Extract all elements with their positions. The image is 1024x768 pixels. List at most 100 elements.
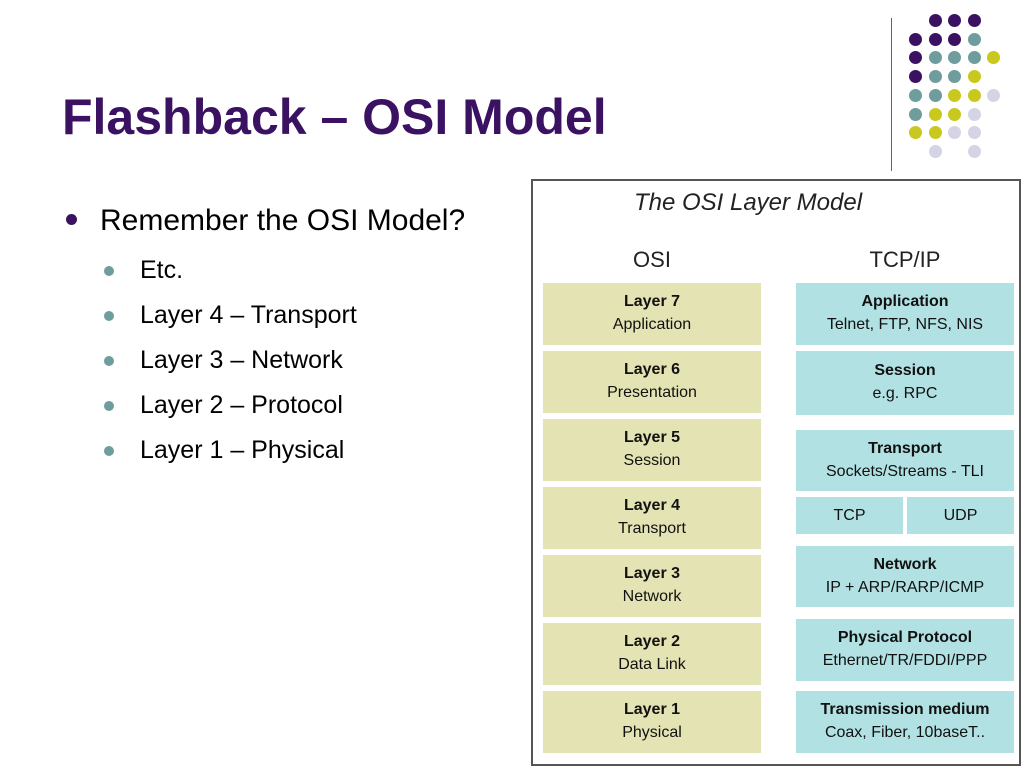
title-divider: [891, 18, 892, 171]
decorative-dot-icon: [967, 51, 981, 65]
decorative-dot-icon: [928, 14, 942, 27]
sub-bullet: Etc.: [62, 248, 502, 293]
decorative-dot-grid: [909, 14, 1009, 164]
decorative-dot-icon: [967, 107, 981, 121]
decorative-dot-icon: [909, 126, 922, 140]
sub-bullet-text: Layer 3 – Network: [140, 346, 343, 374]
osi-layer-7: Layer 7 Application: [543, 283, 761, 345]
osi-layer-5: Layer 5 Session: [543, 419, 761, 481]
decorative-dot-icon: [967, 88, 981, 102]
layer-desc: Network: [622, 588, 682, 605]
decorative-dot-icon: [967, 144, 981, 158]
layer-name: Layer 5: [623, 429, 681, 446]
sub-bullet-dot-icon: [104, 401, 114, 411]
decorative-dot-icon: [909, 107, 922, 121]
decorative-dot-icon: [909, 32, 922, 46]
decorative-dot-icon: [928, 107, 942, 121]
layer-desc: Presentation: [607, 384, 697, 401]
layer-desc: Physical: [622, 724, 682, 741]
decorative-dot-icon: [909, 88, 922, 102]
udp-protocol-cell: UDP: [907, 497, 1014, 534]
decorative-dot-icon: [948, 51, 961, 65]
bullet-dot-icon: [66, 214, 77, 225]
sub-bullet-list: Etc. Layer 4 – Transport Layer 3 – Netwo…: [62, 248, 502, 473]
layer-desc: UDP: [943, 506, 978, 524]
layer-name: Layer 7: [623, 293, 681, 310]
sub-bullet-dot-icon: [104, 311, 114, 321]
layer-name: Layer 1: [623, 701, 681, 718]
tcp-protocol-cell: TCP: [796, 497, 903, 534]
osi-layer-6: Layer 6 Presentation: [543, 351, 761, 413]
sub-bullet-text: Layer 2 – Protocol: [140, 391, 343, 419]
decorative-dot-icon: [928, 144, 942, 158]
tcp-network-layer: Network IP + ARP/RARP/ICMP: [796, 546, 1014, 607]
decorative-dot-icon: [928, 70, 942, 84]
layer-desc: Data Link: [618, 656, 686, 673]
layer-desc: Session: [623, 452, 681, 469]
tcp-column-header: TCP/IP: [869, 247, 941, 272]
decorative-dot-icon: [948, 88, 961, 102]
sub-bullet: Layer 4 – Transport: [62, 293, 502, 338]
slide-title: Flashback – OSI Model: [62, 89, 607, 145]
layer-name: Layer 6: [623, 361, 681, 378]
layer-desc: Coax, Fiber, 10baseT..: [824, 724, 986, 741]
diagram-title: The OSI Layer Model: [633, 189, 863, 216]
osi-layer-4: Layer 4 Transport: [543, 487, 761, 549]
osi-model-diagram: The OSI Layer Model OSI TCP/IP Layer 7 A…: [531, 179, 1021, 766]
layer-name: Transport: [868, 439, 942, 457]
sub-bullet-text: Etc.: [140, 256, 184, 284]
layer-desc: Transport: [618, 520, 686, 537]
bullet-list: Remember the OSI Model? Etc. Layer 4 – T…: [62, 198, 502, 473]
osi-layer-3: Layer 3 Network: [543, 555, 761, 617]
tcp-application-layer: Application Telnet, FTP, NFS, NIS: [796, 283, 1014, 345]
decorative-dot-icon: [928, 126, 942, 140]
layer-name: Session: [874, 362, 936, 379]
layer-desc: e.g. RPC: [872, 385, 938, 402]
layer-desc: Ethernet/TR/FDDI/PPP: [822, 652, 988, 669]
layer-name: Layer 3: [623, 565, 681, 582]
decorative-dot-icon: [948, 126, 961, 140]
osi-column-header: OSI: [633, 247, 671, 272]
layer-name: Layer 2: [623, 633, 681, 650]
decorative-dot-icon: [967, 14, 981, 27]
layer-desc: Telnet, FTP, NFS, NIS: [826, 316, 984, 333]
layer-desc: Application: [612, 316, 692, 333]
tcp-physical-protocol-layer: Physical Protocol Ethernet/TR/FDDI/PPP: [796, 619, 1014, 681]
decorative-dot-icon: [967, 126, 981, 140]
bullet-main: Remember the OSI Model?: [62, 198, 502, 244]
sub-bullet: Layer 3 – Network: [62, 338, 502, 383]
decorative-dot-icon: [909, 70, 922, 84]
decorative-dot-icon: [909, 51, 922, 65]
sub-bullet-text: Layer 1 – Physical: [140, 436, 345, 464]
decorative-dot-icon: [948, 14, 961, 27]
tcp-session-layer: Session e.g. RPC: [796, 351, 1014, 415]
decorative-dot-icon: [967, 70, 981, 84]
sub-bullet-dot-icon: [104, 266, 114, 276]
decorative-dot-icon: [948, 70, 961, 84]
decorative-dot-icon: [967, 32, 981, 46]
layer-name: Application: [861, 293, 949, 310]
sub-bullet-dot-icon: [104, 446, 114, 456]
osi-layer-1: Layer 1 Physical: [543, 691, 761, 753]
tcp-transport-layer: Transport Sockets/Streams - TLI: [796, 430, 1014, 491]
layer-name: Layer 4: [623, 497, 681, 514]
sub-bullet: Layer 2 – Protocol: [62, 383, 502, 428]
decorative-dot-icon: [948, 107, 961, 121]
layer-name: Transmission medium: [820, 701, 990, 718]
layer-desc: TCP: [833, 506, 866, 524]
decorative-dot-icon: [928, 88, 942, 102]
decorative-dot-icon: [928, 32, 942, 46]
decorative-dot-icon: [948, 32, 961, 46]
layer-name: Physical Protocol: [837, 629, 973, 646]
decorative-dot-icon: [928, 51, 942, 65]
osi-layer-2: Layer 2 Data Link: [543, 623, 761, 685]
bullet-main-text: Remember the OSI Model?: [100, 204, 466, 237]
sub-bullet-text: Layer 4 – Transport: [140, 301, 357, 329]
sub-bullet: Layer 1 – Physical: [62, 428, 502, 473]
decorative-dot-icon: [987, 88, 1000, 102]
decorative-dot-icon: [987, 51, 1000, 65]
sub-bullet-dot-icon: [104, 356, 114, 366]
layer-name: Network: [873, 555, 937, 573]
layer-desc: IP + ARP/RARP/ICMP: [825, 578, 985, 596]
